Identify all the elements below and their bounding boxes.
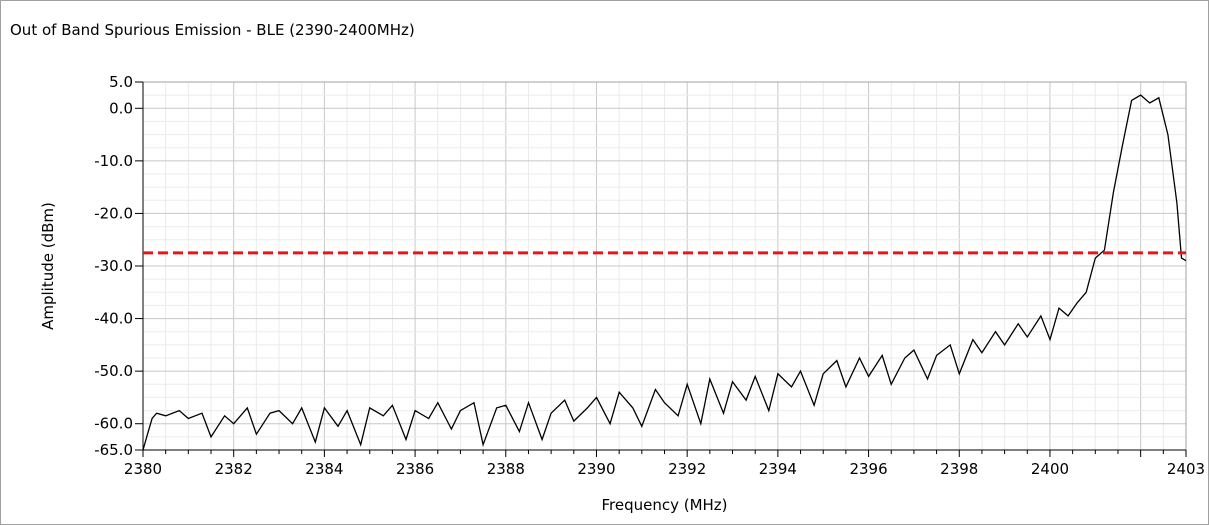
amplitude-trace	[142, 94, 1187, 451]
x-tick-label: 2382	[215, 460, 253, 478]
x-axis-label: Frequency (MHz)	[601, 496, 727, 514]
x-tick-label: 2390	[577, 460, 615, 478]
x-tick-label: 2384	[305, 460, 343, 478]
chart-title: Out of Band Spurious Emission - BLE (239…	[10, 21, 415, 39]
y-tick-label: -30.0	[94, 257, 133, 275]
x-tick-label: 2392	[668, 460, 706, 478]
x-tick-label: 2386	[396, 460, 434, 478]
x-tick-label: 2398	[940, 460, 978, 478]
y-tick-label: -50.0	[94, 362, 133, 380]
y-tick-label: -60.0	[94, 415, 133, 433]
y-tick-label: 5.0	[109, 73, 133, 91]
x-tick-label: 2396	[849, 460, 887, 478]
y-tick-label: -10.0	[94, 152, 133, 170]
x-tick-label: 2394	[759, 460, 797, 478]
x-tick-label: 2400	[1031, 460, 1069, 478]
y-tick-label: 0.0	[109, 99, 133, 117]
y-tick-label: -65.0	[94, 441, 133, 459]
y-axis-label: Amplitude (dBm)	[39, 202, 57, 330]
x-tick-label: 2388	[487, 460, 525, 478]
y-tick-label: -20.0	[94, 204, 133, 222]
x-tick-label: 2403	[1167, 460, 1205, 478]
x-tick-label: 2380	[124, 460, 162, 478]
y-tick-label: -40.0	[94, 310, 133, 328]
